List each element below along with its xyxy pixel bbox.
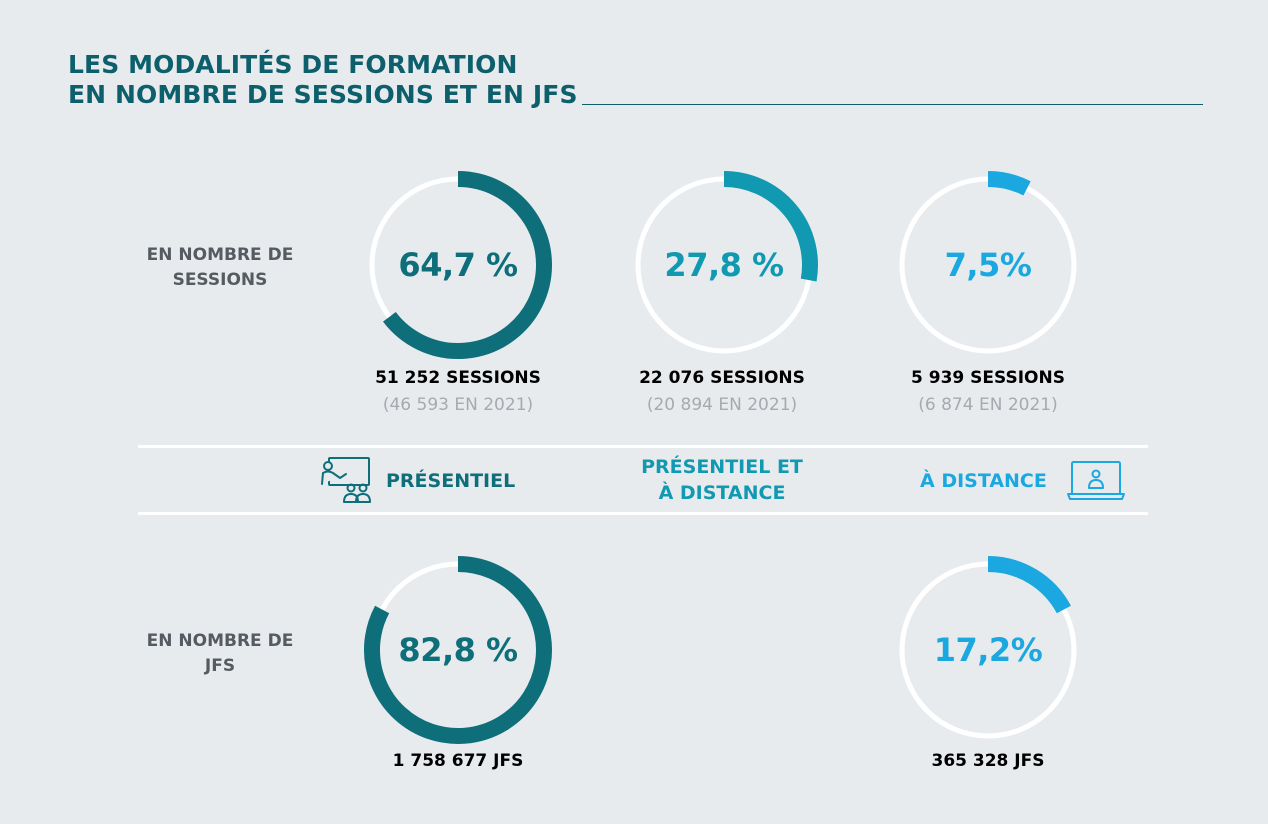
chart-title-line-2: EN NOMBRE DE SESSIONS ET EN JFS (68, 80, 578, 109)
jfs-count-presentiel: 1 758 677 JFS (392, 751, 524, 771)
row-label-sessions: EN NOMBRE DE SESSIONS (130, 243, 310, 293)
sessions-count-presentiel: 51 252 SESSIONS (375, 368, 541, 388)
row-label-jfs: EN NOMBRE DE JFS (130, 629, 310, 679)
laptop-user-icon (1066, 459, 1126, 507)
mode-label-presentiel: PRÉSENTIEL (386, 470, 516, 492)
donut-jfs-distance: 17,2% (888, 550, 1088, 750)
donut-arc (987, 171, 1031, 196)
sessions-count-distance: 5 939 SESSIONS (911, 368, 1065, 388)
donut-sessions-distance: 7,5% (888, 165, 1088, 365)
legend-divider-top (138, 445, 1148, 448)
donut-jfs-presentiel: 82,8 % (358, 550, 558, 750)
donut-value-label: 27,8 % (664, 246, 784, 284)
donut-value-label: 82,8 % (398, 631, 518, 669)
donut-arc (987, 556, 1071, 614)
donut-jfs-presentiel-svg (364, 556, 552, 744)
chart-title-line-1: LES MODALITÉS DE FORMATION (68, 50, 518, 79)
donut-sessions-presentiel-svg (369, 171, 552, 359)
row-label-sessions-line-1: EN NOMBRE DE (146, 245, 294, 265)
donut-value-label: 7,5% (944, 246, 1032, 284)
sessions-previous-presentiel: (46 593 EN 2021) (382, 395, 534, 415)
laptop-user-icon-svg (1067, 461, 1125, 500)
classroom-icon-svg (321, 457, 371, 503)
sessions-previous-distance: (6 874 EN 2021) (918, 395, 1058, 415)
mode-label-distance: À DISTANCE (920, 470, 1047, 492)
donut-value-label: 64,7 % (398, 246, 518, 284)
donut-sessions-presentiel: 64,7 % (358, 165, 558, 365)
title-rule (582, 104, 1203, 105)
mode-label-mixte-line-1: PRÉSENTIEL ET (641, 456, 803, 478)
row-label-jfs-line-1: EN NOMBRE DE (146, 631, 294, 651)
classroom-icon (320, 456, 372, 510)
donut-arc (383, 171, 552, 359)
legend-divider-bottom (138, 512, 1148, 515)
mode-label-mixte-line-2: À DISTANCE (658, 482, 786, 504)
row-label-jfs-line-2: JFS (204, 656, 236, 676)
sessions-count-mixte: 22 076 SESSIONS (639, 368, 805, 388)
mode-label-mixte: PRÉSENTIEL ET À DISTANCE (614, 454, 830, 506)
row-label-sessions-line-2: SESSIONS (172, 270, 268, 290)
chart-title: LES MODALITÉS DE FORMATION EN NOMBRE DE … (68, 50, 578, 110)
jfs-count-distance: 365 328 JFS (931, 751, 1045, 771)
donut-sessions-mixte-svg (635, 171, 818, 354)
donut-sessions-mixte: 27,8 % (624, 165, 824, 365)
donut-sessions-distance-svg (899, 171, 1077, 354)
sessions-previous-mixte: (20 894 EN 2021) (646, 395, 798, 415)
donut-jfs-distance-svg (899, 556, 1077, 739)
donut-arc (364, 556, 552, 744)
donut-value-label: 17,2% (933, 631, 1043, 669)
donut-arc (723, 171, 818, 282)
